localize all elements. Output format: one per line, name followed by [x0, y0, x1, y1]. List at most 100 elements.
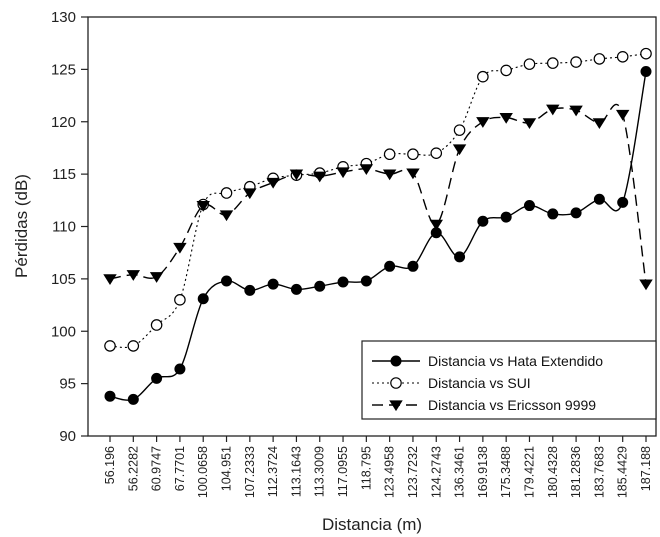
data-point: [149, 272, 164, 283]
x-tick-label: 175.3488: [499, 446, 513, 498]
data-point: [104, 340, 116, 352]
y-tick-label: 95: [59, 376, 76, 393]
data-point: [197, 293, 209, 305]
data-point: [546, 104, 560, 116]
data-point: [174, 363, 186, 375]
x-tick-label: 104.951: [220, 446, 234, 491]
legend-marker: [390, 355, 402, 367]
x-tick-label: 185.4429: [616, 446, 630, 498]
data-point: [499, 112, 513, 124]
data-point: [639, 279, 653, 291]
data-point: [151, 372, 163, 384]
x-tick-label: 123.7232: [406, 446, 420, 498]
data-point: [547, 208, 559, 220]
legend-box: [361, 340, 657, 420]
x-tick-label: 113.1643: [289, 446, 303, 497]
series-1: [109, 53, 647, 349]
data-point: [523, 200, 535, 212]
data-point: [174, 294, 186, 306]
legend-label: Distancia vs Hata Extendido: [428, 353, 603, 369]
plot-frame: [87, 16, 657, 437]
data-point: [337, 276, 349, 288]
x-axis-title: Distancia (m): [322, 515, 422, 534]
legend-marker: [390, 377, 402, 389]
x-tick-label: 179.4221: [522, 446, 536, 498]
x-tick-label: 124.2743: [429, 446, 443, 498]
data-point: [523, 58, 536, 70]
data-point: [407, 260, 419, 272]
data-point: [429, 219, 443, 231]
data-point: [289, 169, 304, 181]
x-tick-label: 60.9747: [150, 446, 164, 491]
data-point: [173, 242, 187, 254]
series-markers-1: [104, 47, 652, 352]
data-point: [220, 187, 233, 199]
y-tick-label: 115: [52, 166, 76, 183]
legend: Distancia vs Hata Extendido Distancia vs …: [361, 340, 657, 420]
data-point: [104, 390, 116, 402]
x-axis-ticks: 56.196 56.2282 60.9747 67.7701 100.0658 104.9…: [103, 436, 653, 498]
data-point: [615, 109, 630, 121]
legend-label: Distancia vs SUI: [428, 375, 531, 391]
x-tick-label: 123.4958: [383, 446, 397, 498]
data-point: [244, 284, 256, 296]
data-point: [383, 148, 396, 161]
x-tick-label: 56.196: [103, 446, 117, 484]
data-point: [219, 210, 234, 222]
y-tick-label: 105: [51, 271, 76, 288]
y-tick-label: 120: [51, 114, 76, 131]
data-point: [500, 64, 512, 77]
y-tick-label: 110: [52, 219, 76, 236]
data-point: [196, 200, 210, 212]
data-point: [430, 227, 442, 239]
data-point: [592, 118, 607, 129]
x-tick-label: 113.3009: [313, 446, 327, 497]
data-point: [593, 53, 606, 65]
data-point: [267, 278, 279, 290]
data-point: [150, 319, 163, 331]
data-point: [266, 177, 280, 189]
x-tick-label: 181.2836: [569, 446, 583, 498]
legend-marker: [389, 400, 403, 412]
data-point: [570, 56, 582, 68]
data-point: [384, 260, 396, 272]
x-tick-label: 107.2333: [243, 446, 257, 498]
data-point: [313, 171, 327, 183]
y-axis-title: Pérdidas (dB): [12, 174, 31, 278]
x-tick-label: 136.3461: [453, 446, 467, 498]
data-point: [314, 280, 326, 292]
legend-items: Distancia vs Hata Extendido Distancia vs …: [372, 353, 603, 413]
series-line: [109, 53, 647, 349]
data-point: [476, 117, 490, 128]
data-point: [127, 340, 140, 352]
x-tick-label: 183.7683: [592, 446, 606, 498]
y-tick-label: 125: [51, 61, 76, 78]
x-tick-label: 112.3724: [266, 446, 280, 497]
x-tick-label: 56.2282: [126, 446, 140, 491]
x-tick-label: 169.9138: [476, 446, 490, 498]
series-markers-2: [103, 104, 653, 291]
x-tick-label: 117.0955: [336, 446, 350, 497]
data-point: [360, 275, 372, 287]
data-point: [616, 51, 629, 63]
data-point: [359, 164, 374, 176]
x-tick-label: 100.0658: [196, 446, 210, 498]
y-axis-ticks: 90 95 100 105 110 115 120 125 130: [51, 9, 88, 445]
data-point: [127, 393, 139, 405]
y-tick-label: 100: [51, 323, 76, 340]
legend-label: Distancia vs Ericsson 9999: [428, 397, 596, 413]
data-point: [454, 251, 466, 263]
series-line: [109, 104, 647, 285]
data-point: [570, 207, 582, 219]
data-point: [290, 283, 302, 295]
data-point: [453, 124, 466, 136]
data-point: [243, 188, 257, 200]
series-layer: [103, 47, 653, 405]
data-point: [407, 148, 419, 161]
data-point: [336, 167, 350, 179]
data-point: [430, 147, 443, 159]
x-tick-label: 118.795: [359, 446, 373, 490]
data-point: [500, 211, 512, 223]
data-point: [522, 118, 537, 129]
